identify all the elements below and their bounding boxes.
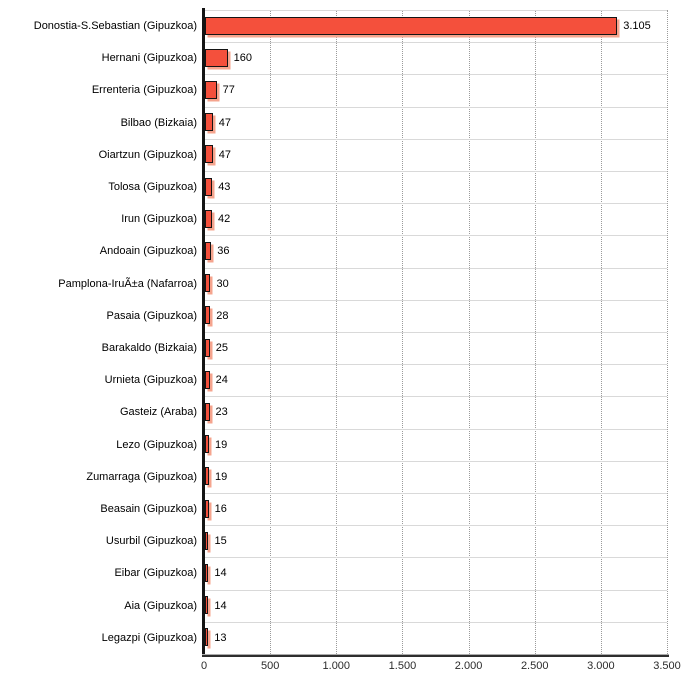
- category-label: Aia (Gipuzkoa): [124, 599, 197, 612]
- bar[interactable]: [204, 531, 209, 550]
- x-tick-label: 2.500: [520, 660, 549, 672]
- category-label: Urnieta (Gipuzkoa): [104, 374, 197, 387]
- category-label: Andoain (Gipuzkoa): [99, 245, 197, 258]
- x-tick-label: 500: [260, 660, 280, 672]
- row-separator: [204, 267, 667, 269]
- y-axis-line: [202, 8, 205, 656]
- row-separator: [204, 74, 667, 76]
- bar[interactable]: [204, 596, 209, 615]
- bar[interactable]: [204, 467, 209, 486]
- row-separator: [204, 589, 667, 591]
- bar[interactable]: [204, 48, 228, 67]
- bar-value-label: 3.105: [623, 20, 651, 33]
- category-label: Gasteiz (Araba): [119, 406, 197, 419]
- row-separator: [204, 203, 667, 205]
- bar-value-label: 42: [218, 213, 231, 226]
- category-label: Lezo (Gipuzkoa): [116, 438, 197, 451]
- row-separator: [204, 332, 667, 333]
- category-label: Zumarraga (Gipuzkoa): [86, 470, 197, 483]
- bar[interactable]: [204, 435, 209, 454]
- gridline: [667, 10, 668, 654]
- bar-value-label: 24: [215, 374, 228, 387]
- bar[interactable]: [204, 145, 213, 164]
- row-separator: [204, 235, 667, 237]
- x-tick-label: 3.500: [653, 660, 681, 672]
- bar-value-label: 14: [214, 567, 227, 580]
- bar-value-label: 36: [217, 245, 230, 258]
- bar[interactable]: [204, 16, 618, 35]
- category-label: Errenteria (Gipuzkoa): [91, 84, 197, 97]
- bar-value-label: 16: [214, 503, 227, 516]
- x-tick-label: 1.500: [388, 660, 417, 672]
- x-tick-label: 0: [200, 660, 208, 672]
- category-label: Irun (Gipuzkoa): [121, 213, 197, 226]
- bar[interactable]: [204, 306, 211, 325]
- category-label: Tolosa (Gipuzkoa): [108, 181, 197, 194]
- bar[interactable]: [204, 338, 210, 357]
- bar-value-label: 47: [218, 148, 231, 161]
- bar-value-label: 43: [218, 181, 231, 194]
- x-axis-line: [202, 654, 669, 655]
- bar[interactable]: [204, 274, 211, 293]
- row-separator: [204, 10, 667, 11]
- x-tick-label: 1.000: [322, 660, 351, 672]
- bar-value-label: 19: [215, 470, 228, 483]
- row-separator: [204, 171, 667, 172]
- x-axis-line: [202, 655, 669, 657]
- category-label: Donostia-S.Sebastian (Gipuzkoa): [33, 20, 197, 33]
- category-label: Oiartzun (Gipuzkoa): [98, 148, 197, 161]
- category-label: Usurbil (Gipuzkoa): [105, 535, 197, 548]
- bar-value-label: 30: [216, 277, 229, 290]
- row-separator: [204, 428, 667, 430]
- row-separator: [204, 621, 667, 623]
- category-label: Bilbao (Bizkaia): [120, 116, 197, 129]
- row-separator: [204, 557, 667, 559]
- row-separator: [204, 138, 667, 140]
- bar-value-label: 28: [216, 309, 229, 322]
- bar-value-label: 23: [215, 406, 228, 419]
- bar-value-label: 15: [214, 535, 227, 548]
- bar[interactable]: [204, 177, 213, 196]
- category-label: Pamplona-IruÃ±a (Nafarroa): [58, 277, 197, 290]
- category-label: Beasain (Gipuzkoa): [100, 503, 197, 516]
- bar[interactable]: [204, 81, 217, 99]
- category-label: Hernani (Gipuzkoa): [101, 52, 197, 65]
- bar[interactable]: [204, 113, 213, 132]
- bar[interactable]: [204, 403, 210, 421]
- row-separator: [204, 493, 667, 494]
- category-label: Barakaldo (Bizkaia): [101, 342, 197, 355]
- x-tick-label: 3.000: [587, 660, 615, 672]
- row-separator: [204, 106, 667, 108]
- bar-value-label: 77: [222, 84, 235, 97]
- row-separator: [204, 42, 667, 44]
- bar[interactable]: [204, 370, 210, 389]
- bar[interactable]: [204, 628, 209, 647]
- bar[interactable]: [204, 564, 209, 582]
- x-tick-label: 2.000: [454, 660, 483, 672]
- bar[interactable]: [204, 499, 209, 518]
- row-separator: [204, 299, 667, 301]
- bar[interactable]: [204, 242, 212, 260]
- category-label: Eibar (Gipuzkoa): [114, 567, 197, 580]
- row-separator: [204, 396, 667, 398]
- bar[interactable]: [204, 209, 213, 228]
- row-separator: [204, 525, 667, 527]
- bar-value-label: 19: [215, 438, 228, 451]
- category-label: Pasaia (Gipuzkoa): [106, 309, 198, 322]
- bar-value-label: 160: [233, 52, 253, 65]
- bar-value-label: 13: [214, 631, 227, 644]
- bar-value-label: 25: [215, 342, 229, 355]
- row-separator: [204, 364, 667, 366]
- bar-value-label: 47: [218, 116, 231, 129]
- row-separator: [204, 460, 667, 462]
- category-label: Legazpi (Gipuzkoa): [101, 631, 197, 644]
- bar-value-label: 14: [214, 599, 227, 612]
